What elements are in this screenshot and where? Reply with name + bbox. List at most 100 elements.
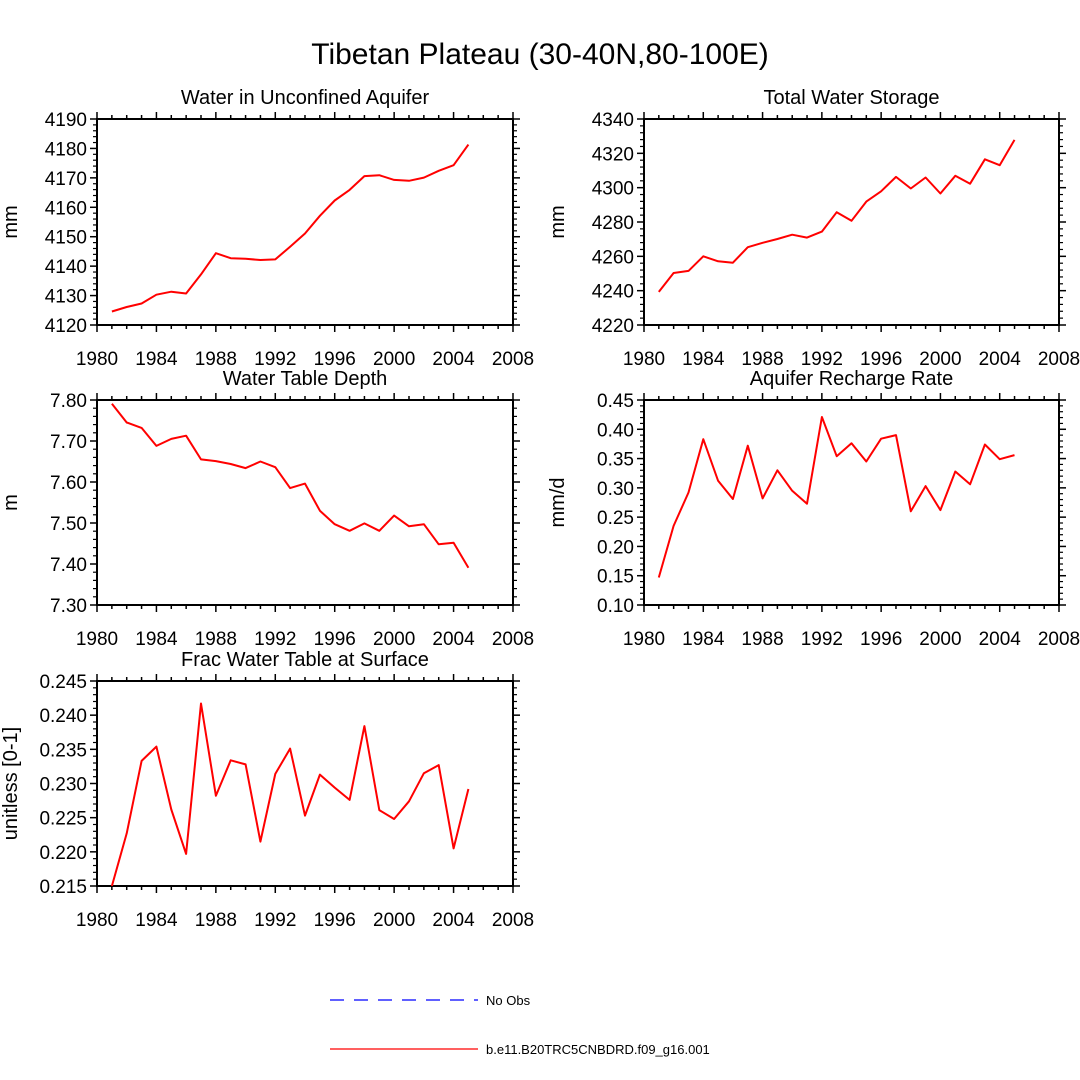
y-tick-label: 0.35 [597,450,634,471]
x-tick-label: 2008 [492,629,534,650]
y-tick-label: 0.235 [39,740,87,761]
x-tick-label: 1992 [801,349,843,370]
y-tick-label: 4340 [592,110,634,131]
x-tick-label: 2004 [979,629,1022,650]
y-tick-label: 4190 [45,110,87,131]
x-tick-label: 1988 [195,349,237,370]
y-tick-label: 4160 [45,198,87,219]
y-axis-label: mm [0,205,22,238]
x-tick-label: 1992 [254,349,296,370]
y-tick-label: 4140 [45,257,87,278]
panel-title: Total Water Storage [763,87,939,109]
x-tick-label: 2004 [432,349,475,370]
x-tick-label: 1988 [195,629,237,650]
x-tick-label: 2000 [919,349,961,370]
x-tick-label: 1996 [314,349,356,370]
x-tick-label: 1996 [314,629,356,650]
y-tick-label: 4180 [45,139,87,160]
x-tick-label: 1980 [76,629,118,650]
plot-frame [96,399,514,606]
y-axis-label: mm/d [547,478,569,528]
chart-panel: Water Table Depth 1980 1984 1988 1992 1996 200… [0,368,534,650]
x-tick-label: 2000 [373,349,415,370]
series-line [657,416,1015,578]
x-tick-label: 2000 [373,910,415,931]
y-tick-label: 0.10 [597,596,634,617]
panel-title: Frac Water Table at Surface [181,649,429,671]
x-tick-label: 2004 [979,349,1022,370]
x-tick-label: 1984 [682,349,725,370]
chart-panel: Frac Water Table at Surface 1980 1984 1988 1… [0,649,534,931]
y-tick-label: 4170 [45,169,87,190]
y-tick-label: 4150 [45,228,87,249]
plot-frame [96,680,514,887]
y-tick-label: 0.20 [597,537,634,558]
y-tick-label: 4130 [45,287,87,308]
y-axis-label: unitless [0-1] [0,727,22,840]
y-tick-label: 0.215 [39,877,87,898]
y-tick-label: 0.225 [39,809,87,830]
x-tick-label: 1996 [314,910,356,931]
figure-title: Tibetan Plateau (30-40N,80-100E) [311,38,769,71]
x-tick-label: 1992 [254,910,296,931]
y-tick-label: 7.70 [50,432,87,453]
x-tick-label: 1996 [860,349,902,370]
x-tick-label: 1980 [623,629,665,650]
y-tick-label: 4120 [45,316,87,337]
x-tick-label: 2004 [432,910,475,931]
x-tick-label: 2004 [432,629,475,650]
plot-frame [643,118,1060,326]
x-tick-label: 2000 [373,629,415,650]
series-line [110,702,470,886]
x-tick-label: 1984 [682,629,725,650]
y-tick-label: 0.230 [39,775,87,796]
x-tick-label: 2008 [1038,629,1080,650]
chart-panel: Water in Unconfined Aquifer 1980 1984 1988 1… [0,87,534,370]
y-axis-label: mm [547,205,569,238]
y-tick-label: 0.40 [597,420,634,441]
chart-panel: Aquifer Recharge Rate 1980 1984 1988 1992 199… [547,368,1080,650]
y-tick-label: 4280 [592,213,634,234]
x-tick-label: 2000 [919,629,961,650]
y-tick-label: 4260 [592,247,634,268]
y-tick-label: 4220 [592,316,634,337]
y-tick-label: 7.50 [50,514,87,535]
legend: No Obs b.e11.B20TRC5CNBDRD.f09_g16.001 [330,993,710,1057]
x-tick-label: 2008 [492,349,534,370]
x-tick-label: 1980 [76,349,118,370]
plot-frame [643,399,1060,606]
x-tick-label: 1992 [801,629,843,650]
x-tick-label: 1984 [135,349,178,370]
x-tick-label: 1984 [135,629,178,650]
x-tick-label: 1988 [741,629,783,650]
panel-title: Aquifer Recharge Rate [750,368,953,390]
series-line [658,139,1016,293]
x-tick-label: 2008 [492,910,534,931]
panel-title: Water Table Depth [223,368,388,390]
chart-panel: Total Water Storage 1980 1984 1988 1992 1996 2… [547,87,1080,370]
y-tick-label: 0.245 [39,672,87,693]
panels: Water in Unconfined Aquifer 1980 1984 1988 1… [0,87,1080,931]
y-tick-label: 4240 [592,282,634,303]
x-tick-label: 1988 [741,349,783,370]
y-tick-label: 0.25 [597,508,634,529]
y-tick-label: 0.240 [39,706,87,727]
y-tick-label: 7.40 [50,555,87,576]
series-line [111,403,470,569]
x-tick-label: 1996 [860,629,902,650]
x-tick-label: 2008 [1038,349,1080,370]
y-axis-label: m [0,494,22,511]
x-tick-label: 1980 [76,910,118,931]
x-tick-label: 1992 [254,629,296,650]
y-tick-label: 4300 [592,179,634,200]
y-tick-label: 7.80 [50,391,87,412]
x-tick-label: 1988 [195,910,237,931]
legend-label: No Obs [486,993,531,1008]
y-tick-label: 7.30 [50,596,87,617]
x-tick-label: 1980 [623,349,665,370]
series-line [111,144,470,313]
y-tick-label: 0.30 [597,479,634,500]
y-tick-label: 7.60 [50,473,87,494]
y-tick-label: 0.220 [39,843,87,864]
